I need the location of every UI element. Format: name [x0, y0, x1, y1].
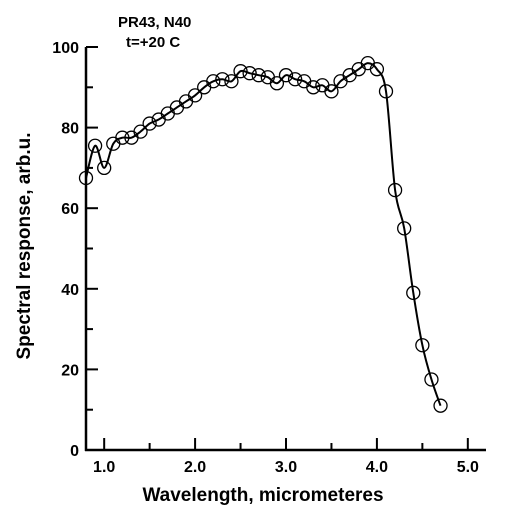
y-tick-label: 20	[61, 362, 79, 379]
data-point	[415, 338, 430, 353]
data-point	[242, 66, 257, 81]
series-line	[85, 62, 442, 407]
data-point	[233, 64, 248, 79]
data-point	[187, 88, 203, 103]
data-point	[424, 372, 439, 387]
data-point	[269, 76, 285, 91]
data-point	[87, 138, 103, 153]
y-tick-label: 40	[61, 282, 79, 299]
x-tick-label: 1.0	[93, 459, 115, 476]
data-point-markers	[78, 55, 448, 413]
data-point	[406, 285, 421, 300]
x-tick-label: 4.0	[366, 459, 388, 476]
x-tick-label: 2.0	[184, 459, 206, 476]
y-tick-label: 100	[52, 40, 79, 57]
y-axis-ticks: 0 20 40 60 80 100	[52, 40, 98, 460]
data-point	[306, 80, 321, 95]
data-point	[251, 68, 266, 83]
y-tick-label: 60	[61, 201, 79, 218]
data-point	[78, 170, 94, 186]
data-point	[397, 221, 412, 236]
data-point	[278, 68, 294, 83]
data-point	[369, 62, 385, 77]
chart-title-line-2: t=+20 C	[126, 34, 180, 51]
data-point	[378, 84, 394, 99]
data-point	[324, 84, 339, 99]
x-tick-label: 5.0	[457, 459, 479, 476]
data-point	[142, 116, 157, 131]
chart-title-line-1: PR43, N40	[118, 14, 191, 31]
data-point	[206, 74, 221, 89]
data-point	[387, 182, 403, 198]
data-point	[97, 160, 112, 176]
data-point	[287, 72, 303, 87]
y-axis-label: Spectral response, arb.u.	[14, 132, 35, 359]
y-tick-label: 0	[70, 443, 79, 460]
x-axis-label: Wavelength, micrometeres	[142, 485, 383, 506]
x-axis-ticks: 1.0 2.0 3.0 4.0 5.0	[93, 438, 479, 476]
data-point	[215, 72, 230, 87]
data-point	[115, 130, 130, 145]
data-point	[433, 398, 448, 413]
y-tick-label: 80	[61, 121, 79, 138]
chart-title: PR43, N40 t=+20 C	[118, 14, 191, 51]
data-point	[133, 124, 148, 139]
data-point	[224, 74, 239, 89]
x-tick-label: 3.0	[275, 459, 297, 476]
